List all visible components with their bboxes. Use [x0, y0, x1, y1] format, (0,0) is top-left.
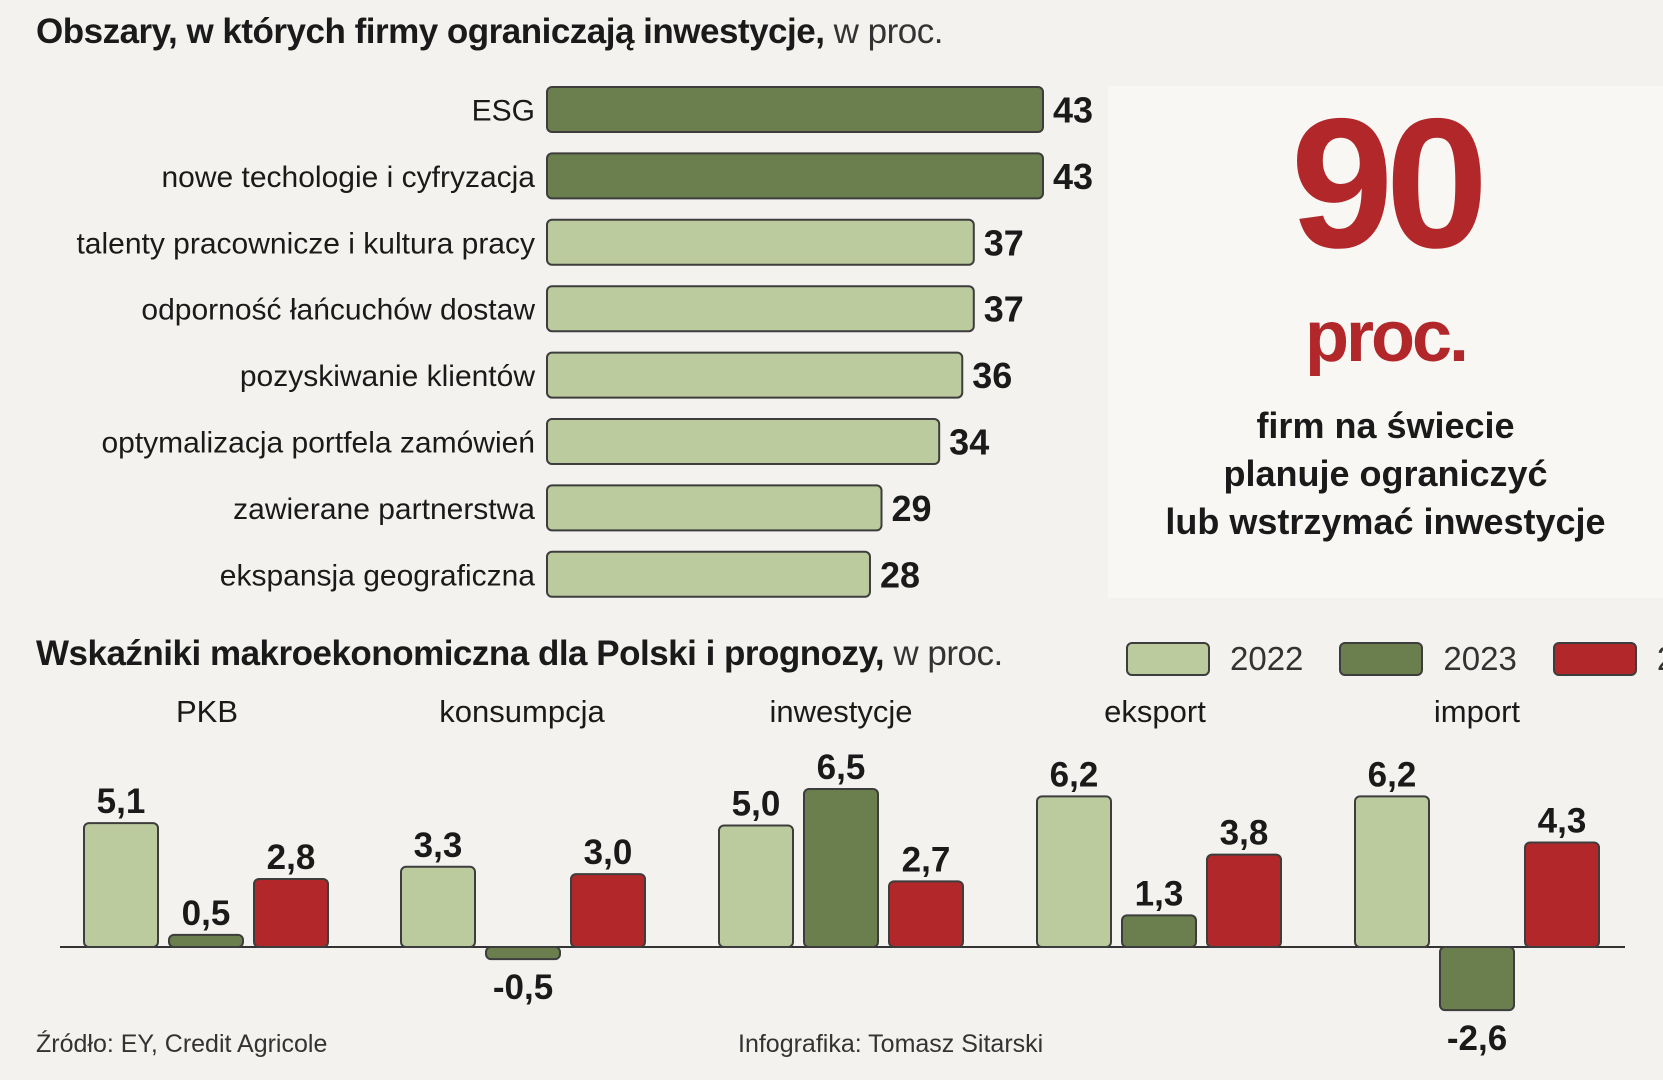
- group-label-pkb: PKB: [176, 694, 238, 729]
- callout-line-2: planuje ograniczyć: [1223, 453, 1548, 494]
- horizontal-bar-chart: ESG 43 nowe techologie i cyfryzacja 43 talen…: [76, 86, 1093, 598]
- value-label-inwestycje-2024: 2,7: [902, 840, 951, 879]
- value-label-pozyskiwanie-klientow: 36: [972, 355, 1012, 396]
- category-label-zawierane-partnerstwa: zawierane partnerstwa: [233, 493, 535, 526]
- bar-konsumpcja-2024: [570, 873, 646, 948]
- bar-import-2023: [1439, 946, 1515, 1012]
- bar-konsumpcja-2022: [400, 865, 476, 948]
- value-label-konsumpcja-2024: 3,0: [584, 833, 633, 872]
- legend-item-2022: 2022: [1126, 640, 1303, 678]
- callout-line-3: lub wstrzymać inwestycje: [1165, 501, 1606, 542]
- bar-optymalizacja-portfela-zamowien: [546, 418, 941, 465]
- value-label-pkb-2022: 5,1: [97, 782, 146, 821]
- value-label-ekspansja-geograficzna: 28: [880, 554, 920, 595]
- category-label-nowe-techologie-i-cyfryzacja: nowe techologie i cyfryzacja: [161, 161, 535, 194]
- value-label-konsumpcja-2023: -0,5: [493, 968, 553, 1007]
- top-chart-title-unit: w proc.: [833, 12, 944, 51]
- group-label-inwestycje: inwestycje: [770, 694, 913, 729]
- category-label-pozyskiwanie-klientow: pozyskiwanie klientów: [240, 360, 535, 393]
- bar-talenty-pracownicze-i-kultura-pracy: [546, 218, 975, 266]
- legend-label-2022: 2022: [1230, 640, 1304, 677]
- bar-inwestycje-2024: [888, 880, 964, 949]
- top-chart-title-text: Obszary, w których firmy ograniczają inw…: [36, 12, 825, 51]
- bar-zawierane-partnerstwa: [546, 484, 883, 532]
- value-label-eksport-2023: 1,3: [1135, 874, 1184, 913]
- legend-item-2023: 2023: [1339, 640, 1517, 678]
- value-label-eksport-2024: 3,8: [1220, 814, 1269, 853]
- value-label-esg: 43: [1053, 90, 1093, 131]
- value-label-import-2024: 4,3: [1538, 802, 1587, 841]
- value-label-inwestycje-2022: 5,0: [732, 785, 781, 824]
- bar-inwestycje-2022: [718, 824, 794, 948]
- legend-label-2024: 2024: [1657, 640, 1663, 678]
- bar-eksport-2023: [1121, 914, 1197, 948]
- group-label-konsumpcja: konsumpcja: [439, 694, 605, 729]
- group-label-import: import: [1434, 694, 1521, 729]
- value-label-odpornosc-lancuchow-dostaw: 37: [984, 289, 1024, 330]
- bar-eksport-2024: [1206, 853, 1282, 948]
- value-label-zawierane-partnerstwa: 29: [892, 488, 932, 529]
- value-label-import-2023: -2,6: [1447, 1019, 1507, 1058]
- bottom-chart-title-unit: w proc.: [893, 634, 1003, 673]
- bottom-chart-title-text: Wskaźniki makroekonomiczna dla Polski i …: [36, 634, 885, 673]
- value-label-pkb-2024: 2,8: [267, 838, 316, 877]
- bar-ekspansja-geograficzna: [546, 550, 871, 598]
- category-label-esg: ESG: [472, 95, 535, 128]
- legend-swatch-2024: [1552, 642, 1637, 676]
- legend-item-2024: 2024: [1552, 640, 1663, 678]
- bar-eksport-2022: [1036, 795, 1112, 949]
- source-note: Źródło: EY, Credit Agricole: [36, 1030, 328, 1058]
- value-label-optymalizacja-portfela-zamowien: 34: [949, 422, 989, 463]
- infographic-credit: Infografika: Tomasz Sitarski: [738, 1030, 1044, 1058]
- bar-pkb-2022: [83, 822, 159, 949]
- bar-nowe-techologie-i-cyfryzacja: [546, 152, 1044, 200]
- legend-swatch-2023: [1339, 642, 1424, 676]
- bar-import-2024: [1524, 841, 1600, 949]
- bar-pkb-2023: [168, 933, 244, 948]
- category-label-ekspansja-geograficzna: ekspansja geograficzna: [220, 559, 536, 592]
- callout-number: 90: [1290, 81, 1489, 287]
- bar-odpornosc-lancuchow-dostaw: [546, 285, 975, 333]
- group-label-eksport: eksport: [1104, 694, 1206, 729]
- bar-pozyskiwanie-klientow: [546, 351, 964, 399]
- chart-legend: 2022 2023 2024: [1126, 640, 1663, 678]
- bar-import-2022: [1354, 795, 1430, 949]
- bar-inwestycje-2023: [803, 788, 879, 948]
- value-label-pkb-2023: 0,5: [182, 894, 231, 933]
- callout-box: 90 proc. firm na świecie planuje ogranic…: [1108, 86, 1663, 598]
- value-label-inwestycje-2023: 6,5: [817, 748, 866, 787]
- legend-label-2023: 2023: [1443, 640, 1517, 677]
- category-label-odpornosc-lancuchow-dostaw: odporność łańcuchów dostaw: [141, 294, 535, 327]
- bar-pkb-2024: [253, 877, 329, 949]
- bottom-chart-title: Wskaźniki makroekonomiczna dla Polski i …: [36, 634, 1003, 674]
- callout-text: firm na świecie planuje ograniczyć lub w…: [1108, 402, 1663, 546]
- category-label-optymalizacja-portfela-zamowien: optymalizacja portfela zamówień: [101, 427, 535, 460]
- value-label-nowe-techologie-i-cyfryzacja: 43: [1053, 156, 1093, 197]
- value-label-eksport-2022: 6,2: [1050, 755, 1099, 794]
- value-label-konsumpcja-2022: 3,3: [414, 826, 463, 865]
- value-label-talenty-pracownicze-i-kultura-pracy: 37: [984, 222, 1024, 263]
- bar-konsumpcja-2023: [485, 946, 561, 961]
- category-label-talenty-pracownicze-i-kultura-pracy: talenty pracownicze i kultura pracy: [76, 227, 535, 260]
- bar-esg: [546, 86, 1044, 133]
- value-label-import-2022: 6,2: [1368, 755, 1417, 794]
- callout-unit: proc.: [1304, 297, 1469, 377]
- top-chart-title: Obszary, w których firmy ograniczają inw…: [36, 12, 943, 52]
- callout-line-1: firm na świecie: [1256, 405, 1515, 446]
- legend-swatch-2022: [1126, 642, 1210, 676]
